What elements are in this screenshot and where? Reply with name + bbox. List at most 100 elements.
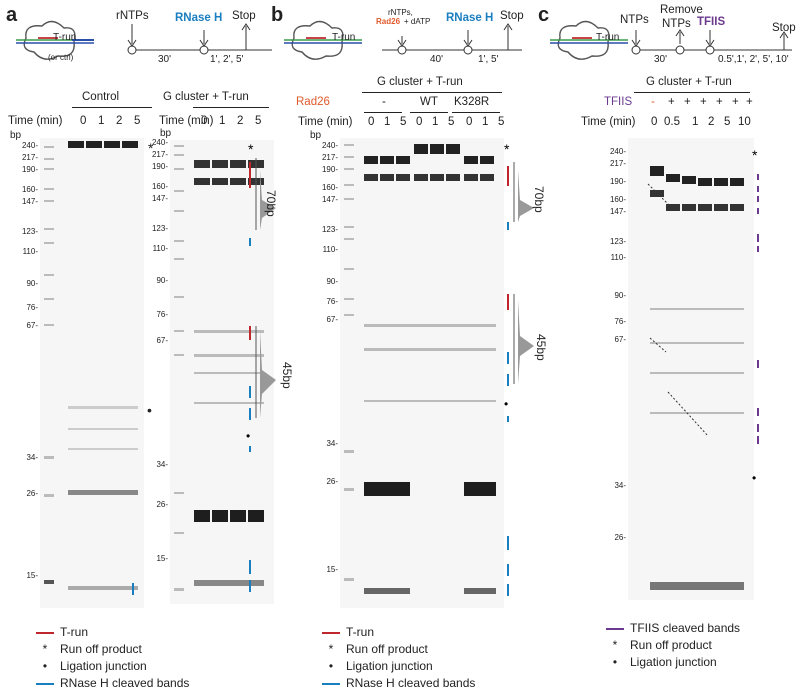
b-ntps-label: rNTPs,	[388, 8, 413, 17]
b-time1: 40'	[430, 54, 444, 65]
b-rad-row-label: Rad26	[296, 96, 330, 108]
c-tfiis-row-label: TFIIS	[604, 96, 633, 108]
c-sign-5: +	[732, 96, 739, 108]
a-ntps-label: rNTPs	[116, 10, 149, 22]
b-lane-1: 1	[384, 116, 391, 128]
b-group-k328r: K328R	[454, 96, 490, 108]
svg-text:*: *	[504, 141, 510, 157]
a-bracket-70: 70bp	[264, 190, 278, 217]
c-sign-4: +	[716, 96, 723, 108]
b-stop-label: Stop	[500, 10, 524, 22]
a-gel2-title: G cluster + T-run	[163, 91, 249, 103]
b-lane-8: 5	[498, 116, 505, 128]
b-lane-0: 0	[368, 116, 375, 128]
a-time2: 1', 2', 5'	[210, 54, 244, 65]
a-gel2-lane-1: 1	[219, 115, 226, 127]
a-gel1-lane-0: 0	[80, 115, 87, 127]
a-gel1-image	[40, 138, 144, 608]
a-gel2-lane-0: 0	[201, 115, 208, 127]
c-legend: TFIIS cleaved bands * Run off product • Li…	[606, 620, 740, 671]
c-gel-image	[628, 138, 754, 600]
a-gel1-lane-1: 1	[98, 115, 105, 127]
svg-text:•: •	[752, 471, 756, 485]
a-gel2-time-label: Time (min)	[159, 115, 214, 127]
c-tfiis-label: TFIIS	[697, 16, 726, 28]
c-remove-label: Remove	[660, 4, 703, 16]
b-lane-6: 0	[466, 116, 473, 128]
a-gel1-runoff-star: *	[148, 140, 154, 156]
a-gel1-junction-dot: •	[147, 402, 152, 418]
b-time2: 1', 5'	[478, 54, 499, 65]
c-lane-4: 5	[724, 116, 731, 128]
a-gel2-lane-2: 2	[237, 115, 244, 127]
panel-b-letter: b	[271, 4, 284, 26]
c-sign-6: +	[746, 96, 753, 108]
b-datp-label: + dATP	[404, 17, 431, 26]
b-trun-label: T-run	[332, 32, 356, 43]
c-lane-5: 10	[738, 116, 751, 128]
c-gel-title: G cluster + T-run	[646, 76, 732, 88]
a-ctrl-label: (or ctrl)	[48, 53, 74, 62]
b-rad-label: Rad26	[376, 17, 401, 26]
a-bracket-45: 45bp	[280, 362, 294, 389]
tfiis-swatch	[606, 627, 624, 630]
a-gel2-image	[170, 140, 274, 604]
c-markers: 240- 217- 190- 160- 147- 123- 110- 90- 76- 67…	[609, 147, 626, 542]
c-trun-label: T-run	[596, 32, 620, 43]
c-lane-1: 0.5	[664, 116, 680, 128]
a-gel2-markers: 240- 217- 190- 160- 147- 123- 110- 90- 76- 67…	[151, 138, 168, 563]
svg-text:•: •	[504, 397, 508, 411]
svg-text:*: *	[248, 141, 254, 157]
c-sign-0: -	[651, 96, 655, 108]
b-lane-3: 0	[416, 116, 423, 128]
panel-a-schematic	[16, 20, 272, 60]
a-stop-label: Stop	[232, 10, 256, 22]
b-group-minus: -	[382, 96, 386, 108]
c-ntps-label: NTPs	[620, 14, 649, 26]
b-legend: T-run * Run off product • Ligation junctio…	[322, 624, 475, 692]
c-lane-0: 0	[651, 116, 658, 128]
c-time2: 0.5',1', 2', 5', 10'	[718, 54, 789, 65]
svg-text:•: •	[246, 429, 250, 443]
junction-dot-icon: •	[42, 659, 48, 673]
c-lane-2: 1	[692, 116, 699, 128]
a-gel1-title: Control	[82, 91, 120, 103]
c-sign-3: +	[700, 96, 707, 108]
b-gel-image	[340, 138, 504, 608]
c-sign-1: +	[668, 96, 675, 108]
c-ntps2-label: NTPs	[662, 18, 691, 30]
c-time1: 30'	[654, 54, 668, 65]
a-gel2-bp: bp	[160, 128, 172, 139]
b-time-label: Time (min)	[298, 116, 353, 128]
b-lane-4: 1	[432, 116, 439, 128]
a-gel1-bp: bp	[10, 130, 22, 141]
b-lane-2: 5	[400, 116, 407, 128]
c-stop-label: Stop	[772, 22, 796, 34]
c-lane-3: 2	[708, 116, 715, 128]
b-gel-annotations: * •	[504, 141, 534, 596]
a-gel2-annotations: * •	[246, 141, 276, 592]
svg-text:*: *	[752, 147, 758, 163]
b-lane-7: 1	[482, 116, 489, 128]
c-sign-2: +	[684, 96, 691, 108]
b-bracket-70: 70bp	[532, 186, 546, 213]
a-rnaseh-label: RNase H	[175, 12, 223, 24]
runoff-star-icon: *	[42, 642, 48, 656]
b-group-wt: WT	[420, 96, 438, 108]
a-trun-label: T-run	[53, 32, 77, 43]
a-gel1-time-label: Time (min)	[8, 115, 63, 127]
a-gel2-lane-3: 5	[255, 115, 262, 127]
b-bp: bp	[310, 130, 322, 141]
panel-a-letter: a	[6, 4, 18, 26]
a-gel1-rnaseh-mark	[132, 583, 134, 595]
a-time1: 30'	[158, 54, 172, 65]
c-time-label: Time (min)	[581, 116, 636, 128]
panel-c-letter: c	[538, 4, 550, 26]
panel-c-schematic	[550, 20, 792, 60]
rnaseh-swatch	[36, 682, 54, 685]
panel-b-schematic	[284, 20, 522, 60]
c-gel-annotations: * •	[752, 147, 759, 485]
b-gel-title: G cluster + T-run	[377, 76, 463, 88]
b-lane-5: 5	[448, 116, 455, 128]
b-bracket-45: 45bp	[534, 334, 548, 361]
